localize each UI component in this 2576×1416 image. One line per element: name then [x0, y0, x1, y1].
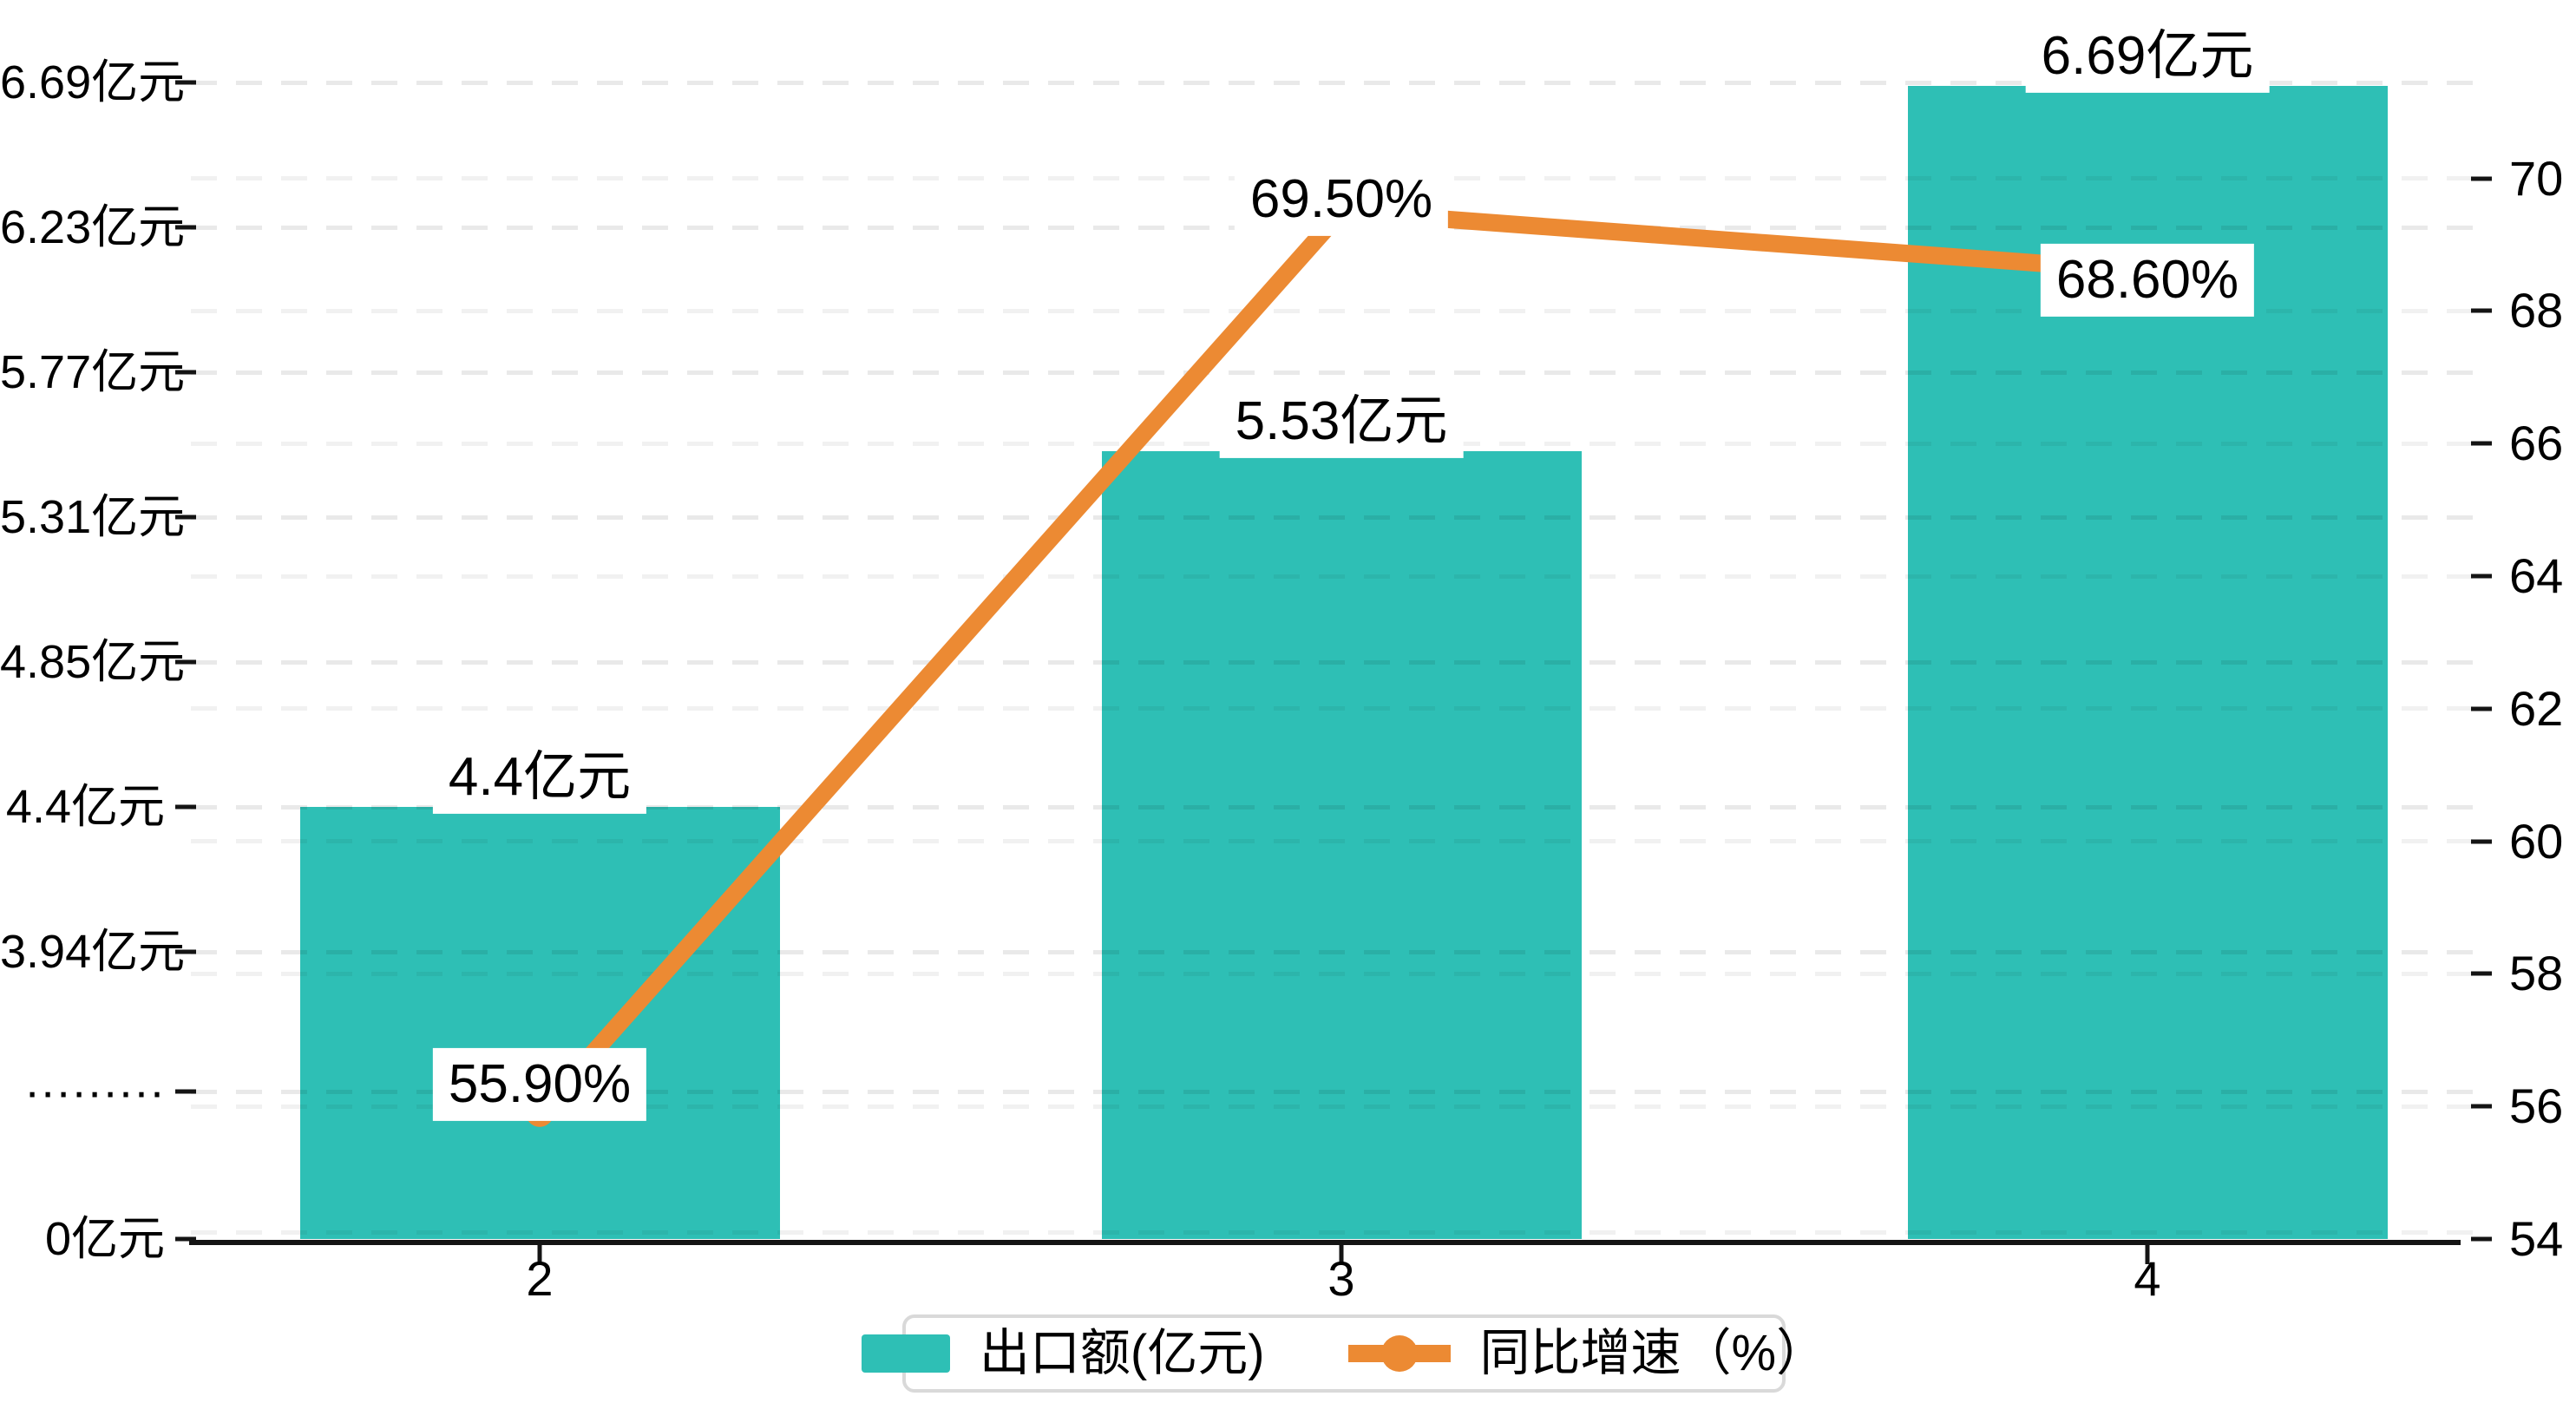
gridline-right-axis	[191, 839, 2483, 844]
bar-value-label-3: 5.53亿元	[1219, 384, 1464, 458]
y-axis-left-tick-5: 4.4亿元	[5, 781, 165, 833]
gridline-left-axis	[191, 1089, 2483, 1094]
y-axis-right-tick-mark	[2471, 971, 2492, 976]
y-axis-left-tick-mark	[175, 225, 196, 230]
x-axis-tick-label-3: 3	[1327, 1251, 1355, 1306]
y-axis-right-tick-3: 64	[2509, 548, 2564, 603]
y-axis-left-tick-8: 0亿元	[44, 1213, 165, 1265]
gridline-left-axis	[191, 659, 2483, 665]
y-axis-left-tick-mark	[175, 370, 196, 375]
y-axis-right-tick-7: 56	[2509, 1078, 2564, 1134]
y-axis-left-tick-6: 3.94亿元	[0, 926, 186, 978]
y-axis-right-tick-mark	[2471, 176, 2492, 181]
bar-value-label-4: 6.69亿元	[2025, 19, 2270, 93]
y-axis-right-tick-6: 58	[2509, 946, 2564, 1001]
y-axis-left-tick-mark	[175, 80, 196, 85]
y-axis-right-tick-mark	[2471, 441, 2492, 446]
y-axis-left-tick-2: 5.77亿元	[0, 346, 186, 398]
y-axis-left-tick-1: 6.23亿元	[0, 201, 186, 253]
bar-value-label-2: 4.4亿元	[432, 740, 647, 815]
y-axis-left-tick-0: 6.69亿元	[0, 56, 186, 108]
gridline-right-axis	[191, 1229, 2483, 1235]
y-axis-left-tick-mark	[175, 1236, 196, 1242]
x-axis-tick-mark-3	[1339, 1245, 1344, 1264]
legend-label-growth-rate: 同比增速（%）	[1479, 1325, 1827, 1381]
y-axis-left-tick-mark	[175, 515, 196, 520]
y-axis-left-tick-3: 5.31亿元	[0, 491, 186, 543]
gridline-left-axis	[191, 370, 2483, 375]
gridline-right-axis	[191, 1104, 2483, 1109]
gridline-left-axis	[191, 515, 2483, 520]
growth-value-label-3: 69.50%	[1234, 162, 1449, 236]
y-axis-right-tick-mark	[2471, 1236, 2492, 1242]
x-axis-tick-label-4: 4	[2134, 1251, 2161, 1306]
bar-3[interactable]	[1101, 450, 1582, 1239]
y-axis-right-tick-5: 60	[2509, 813, 2564, 869]
y-axis-left-tick-7: ·········	[24, 1065, 165, 1118]
y-axis-left-tick-4: 4.85亿元	[0, 636, 186, 688]
y-axis-right-tick-2: 66	[2509, 416, 2564, 471]
y-axis-left-tick-mark	[175, 949, 196, 954]
y-axis-right-tick-0: 70	[2509, 150, 2564, 206]
y-axis-right-tick-mark	[2471, 839, 2492, 844]
legend-item-growth-rate[interactable]: 同比增速（%）	[1347, 1325, 1827, 1381]
y-axis-right-tick-mark	[2471, 1104, 2492, 1109]
bar-2[interactable]	[299, 807, 780, 1239]
gridline-right-axis	[191, 706, 2483, 711]
gridline-right-axis	[191, 308, 2483, 313]
y-axis-left-tick-mark	[175, 804, 196, 810]
legend-item-export-value[interactable]: 出口额(亿元)	[861, 1325, 1265, 1381]
growth-value-label-2: 55.90%	[432, 1047, 647, 1121]
x-axis-tick-mark-4	[2145, 1245, 2150, 1264]
legend-label-export-value: 出口额(亿元)	[979, 1325, 1265, 1381]
gridline-left-axis	[191, 804, 2483, 810]
x-axis-tick-label-2: 2	[526, 1251, 554, 1306]
y-axis-left-tick-mark	[175, 1089, 196, 1094]
gridline-right-axis	[191, 971, 2483, 976]
y-axis-right-tick-mark	[2471, 706, 2492, 711]
y-axis-right-tick-1: 68	[2509, 283, 2564, 338]
growth-value-label-4: 68.60%	[2040, 243, 2255, 317]
x-axis-tick-mark-2	[537, 1245, 542, 1264]
y-axis-left-tick-mark	[175, 659, 196, 665]
gridline-right-axis	[191, 574, 2483, 579]
y-axis-right-tick-mark	[2471, 574, 2492, 579]
legend: 出口额(亿元) 同比增速（%）	[861, 1314, 1826, 1393]
growth-rate-line[interactable]	[533, 202, 2148, 1119]
y-axis-right-tick-8: 54	[2509, 1211, 2564, 1266]
gridline-left-axis	[191, 949, 2483, 954]
bar-series-swatch-icon	[861, 1334, 950, 1373]
line-series-marker-icon	[1347, 1334, 1451, 1373]
y-axis-right-tick-4: 62	[2509, 680, 2564, 736]
x-axis-line	[189, 1240, 2461, 1245]
y-axis-right-tick-mark	[2471, 308, 2492, 313]
gridline-left-axis	[191, 80, 2483, 85]
